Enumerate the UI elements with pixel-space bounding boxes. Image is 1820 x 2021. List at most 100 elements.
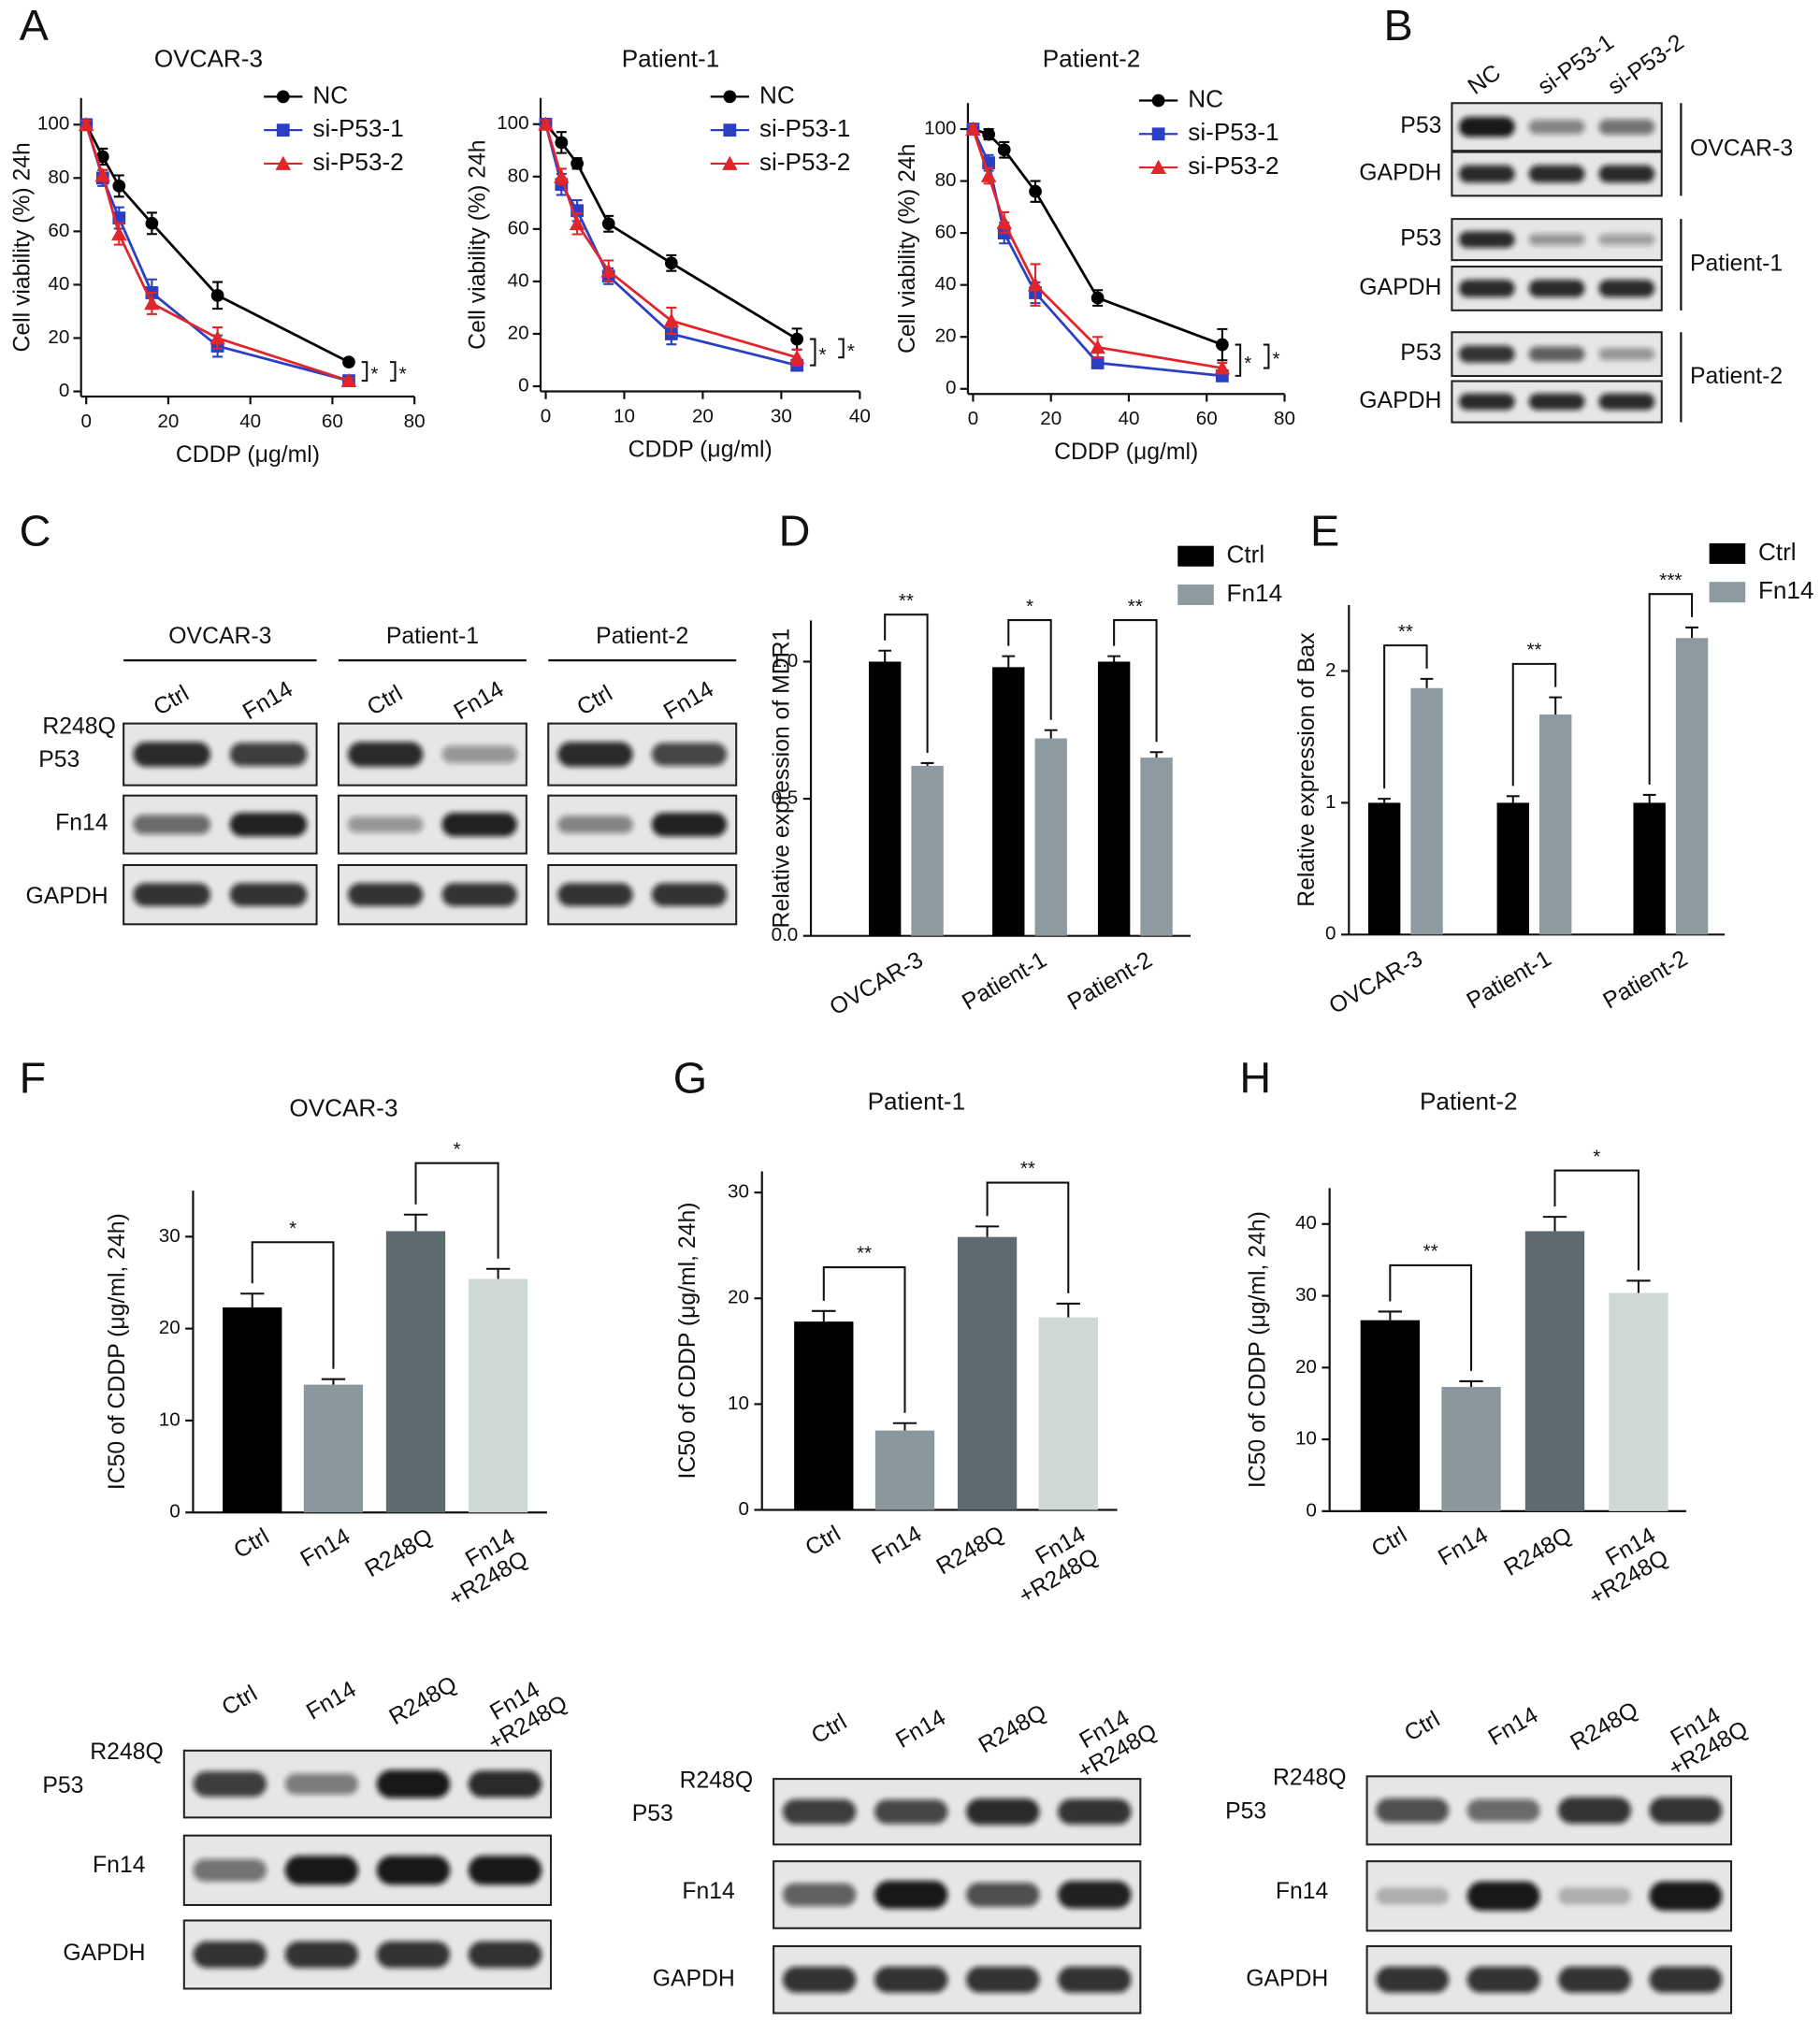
blot-band <box>874 1799 948 1825</box>
y-tick-label: 20 <box>508 322 529 343</box>
lane-label: si-P53-1 <box>1534 30 1619 100</box>
y-tick-label: 20 <box>728 1287 749 1308</box>
lane-label: Fn14+R248Q <box>1652 1694 1753 1781</box>
y-tick-label: 30 <box>1295 1284 1317 1306</box>
x-tick-label: Ctrl <box>802 1522 845 1562</box>
bar <box>468 1278 528 1513</box>
y-tick-label: 20 <box>48 326 69 348</box>
x-tick-label: 60 <box>322 411 343 432</box>
blot-band <box>874 1880 948 1910</box>
marker <box>210 288 224 302</box>
error-bar <box>1044 729 1058 739</box>
significance-bracket <box>884 614 929 753</box>
bar <box>992 667 1025 936</box>
y-tick-label: 20 <box>935 325 957 347</box>
significance-label: * <box>289 1218 296 1239</box>
significance-label: * <box>370 364 378 385</box>
error-bar <box>892 1422 917 1431</box>
y-tick-label: 100 <box>37 113 69 135</box>
error-bar <box>1378 798 1392 803</box>
error-bar <box>1107 655 1121 662</box>
error-bar <box>1542 1216 1567 1232</box>
y-tick-label: 60 <box>508 217 529 238</box>
significance-bracket <box>1235 343 1242 377</box>
lane-label: Fn14 <box>238 676 297 725</box>
marker <box>965 121 981 136</box>
legend-label: Fn14 <box>1758 576 1814 604</box>
significance-label: ** <box>1423 1241 1438 1263</box>
significance-bracket <box>1553 1169 1639 1271</box>
error-bar <box>1549 696 1563 715</box>
y-tick-label: 20 <box>159 1317 181 1338</box>
blot-band <box>376 1941 451 1969</box>
x-tick-label: 60 <box>1196 408 1218 429</box>
significance-bracket <box>1511 662 1557 787</box>
row-label: P53 <box>42 1773 83 1798</box>
lane-label: Ctrl <box>150 681 194 721</box>
blot-band <box>347 742 424 767</box>
blot-band <box>1458 345 1515 363</box>
error-bar <box>1642 793 1656 803</box>
marker <box>997 143 1011 157</box>
legend-label: Ctrl <box>1227 541 1265 569</box>
group-label: Patient-1 <box>386 624 479 649</box>
blot-band <box>651 743 728 766</box>
row-label: GAPDH <box>1246 1966 1328 1991</box>
series-line <box>972 128 1223 369</box>
lane-label: Ctrl <box>218 1681 262 1721</box>
row-label: P53 <box>1400 113 1441 138</box>
x-tick-label: 20 <box>692 406 714 427</box>
x-tick-label: R248Q <box>1500 1523 1576 1581</box>
marker <box>78 117 94 132</box>
blot-band <box>874 1966 948 1993</box>
blot-band <box>1528 280 1585 297</box>
chart-title: Patient-2 <box>1043 45 1141 73</box>
lane-label: Fn14+R248Q <box>471 1668 572 1755</box>
blot-band <box>133 742 211 767</box>
error-bar <box>1149 751 1163 758</box>
marker <box>276 90 290 104</box>
blot-band <box>133 883 211 906</box>
panel-letter: E <box>1310 507 1339 556</box>
legend-label: Ctrl <box>1758 538 1797 566</box>
blot-band <box>966 1966 1040 1993</box>
blot-band <box>1458 117 1515 137</box>
y-tick-label: 40 <box>935 273 957 295</box>
blot-band <box>782 1798 857 1825</box>
chart-title: OVCAR-3 <box>289 1093 397 1121</box>
blot-band <box>229 812 308 837</box>
y-tick-label: 10 <box>1295 1428 1317 1450</box>
lane-label: Fn14 <box>1484 1702 1543 1751</box>
legend-label: si-P53-1 <box>759 114 850 142</box>
group-label: OVCAR-3 <box>1690 136 1793 161</box>
x-tick-label: Fn14+R248Q <box>431 1523 532 1611</box>
x-tick-label: Fn14 <box>1434 1523 1493 1571</box>
blot-band <box>1458 165 1515 183</box>
bar <box>1367 802 1401 935</box>
error-bar <box>403 1213 428 1232</box>
error-bar <box>1002 655 1016 668</box>
lane-label: Fn14 <box>302 1677 361 1725</box>
x-tick-label: Fn14+R248Q <box>1572 1523 1673 1610</box>
y-tick-label: 30 <box>159 1225 181 1247</box>
group-label: Patient-1 <box>1690 252 1783 277</box>
x-tick-label: 40 <box>1118 408 1139 429</box>
blot-band <box>284 1855 359 1885</box>
significance-bracket <box>838 338 845 359</box>
blot-band <box>1058 1966 1132 1993</box>
lane-label: NC <box>1464 60 1506 100</box>
blot-band <box>468 1855 542 1885</box>
significance-label: * <box>399 364 407 385</box>
bar <box>911 765 944 936</box>
y-tick-label: 80 <box>508 165 529 186</box>
significance-label: * <box>819 344 827 366</box>
marker <box>663 312 680 327</box>
y-axis-label: Relative expression of MDR1 <box>769 628 794 929</box>
chart-title: Patient-2 <box>1420 1087 1518 1115</box>
row-label: GAPDH <box>1359 275 1441 300</box>
row-label: Fn14 <box>55 810 108 835</box>
blot-band <box>1649 1966 1723 1993</box>
blot-band <box>1598 348 1655 361</box>
blot-band <box>1458 393 1515 411</box>
significance-bracket <box>251 1241 335 1369</box>
